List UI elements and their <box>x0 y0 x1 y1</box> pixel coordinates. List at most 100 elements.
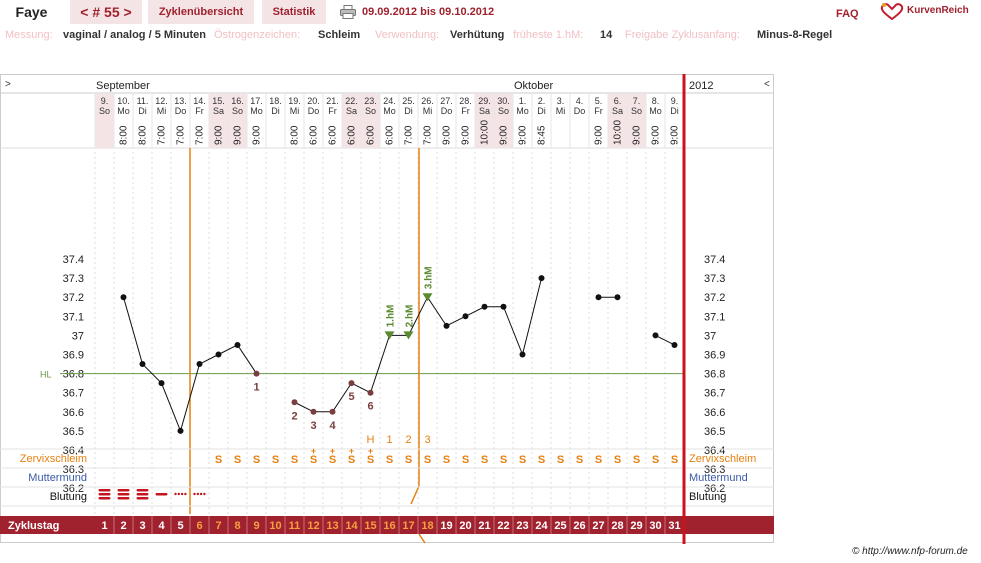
mucus-mark: S <box>557 454 564 466</box>
cycle-day-number: 18 <box>421 520 433 532</box>
cycle-navigator[interactable]: < # 55 > <box>70 0 142 24</box>
temperature-point <box>652 332 659 339</box>
cycle-day-number: 23 <box>516 520 528 532</box>
mucus-mark: S <box>329 454 336 466</box>
mucus-mark: S <box>272 454 279 466</box>
estrogen-label: Östrogenzeichen: <box>214 29 301 41</box>
usage-label: Verwendung: <box>375 29 440 41</box>
y-tick-label-right: 36.8 <box>704 369 725 381</box>
weekday-label: Mo <box>516 106 529 116</box>
cycle-day-number: 2 <box>120 520 126 532</box>
release-label: Freigabe Zyklusanfang: <box>625 29 740 41</box>
weekday-label: Fr <box>195 106 204 116</box>
day-number: 14. <box>193 96 206 106</box>
count-label: 3 <box>310 420 316 432</box>
measure-time: 8:00 <box>138 125 149 145</box>
weekday-label: So <box>365 106 376 116</box>
y-tick-label: 36.7 <box>63 388 84 400</box>
weekday-label: Sa <box>213 106 224 116</box>
bleeding-mark <box>193 492 196 496</box>
bleeding-mark <box>180 492 184 496</box>
y-tick-label: 36.4 <box>63 445 84 457</box>
measure-time: 9:00 <box>233 125 244 145</box>
bleeding-mark <box>98 493 111 496</box>
weekday-label: Sa <box>346 106 357 116</box>
temperature-point <box>139 361 146 368</box>
cycle-day-number: 9 <box>253 520 259 532</box>
weekday-label: Di <box>670 106 679 116</box>
measure-time: 7:00 <box>195 125 206 145</box>
day-number: 18. <box>269 96 282 106</box>
faq-link[interactable]: FAQ <box>836 8 859 20</box>
day-number: 12. <box>155 96 168 106</box>
cycle-day-number: 20 <box>459 520 471 532</box>
cycle-day-number: 5 <box>177 520 183 532</box>
temperature-point <box>215 351 222 358</box>
temperature-point <box>443 322 450 329</box>
temperature-point <box>595 294 602 301</box>
bleeding-mark <box>184 492 187 496</box>
bleeding-row-label-right: Blutung <box>689 491 726 503</box>
measure-time: 6:00 <box>309 125 320 145</box>
weekday-label: Mo <box>649 106 662 116</box>
weekday-label: Di <box>138 106 147 116</box>
y-tick-label: 37.1 <box>63 311 84 323</box>
y-tick-label: 36.3 <box>63 464 84 476</box>
measure-time: 9:00 <box>651 125 662 145</box>
mucus-mark: S <box>538 454 545 466</box>
count-label: 6 <box>367 401 373 413</box>
mucus-peak-label: 3 <box>424 434 430 446</box>
fertile-end-tail <box>418 533 426 544</box>
mucus-mark: S <box>253 454 260 466</box>
temperature-point <box>234 341 241 348</box>
y-tick-label: 36.8 <box>63 369 84 381</box>
temperature-point <box>120 294 127 301</box>
cycle-day-number: 8 <box>234 520 240 532</box>
y-tick-label: 37.4 <box>63 254 84 266</box>
day-number: 1. <box>519 96 527 106</box>
bleeding-mark <box>98 497 111 500</box>
temperature-point <box>196 361 203 368</box>
y-tick-label-right: 36.6 <box>704 407 725 419</box>
tab-statistics[interactable]: Statistik <box>262 0 326 24</box>
high-marker-label: 3.hM <box>424 266 435 289</box>
tab-cycle-overview[interactable]: Zyklenübersicht <box>148 0 254 24</box>
y-tick-label-right: 37.4 <box>704 254 725 266</box>
cycle-day-number: 4 <box>158 520 165 532</box>
cycle-day-number: 3 <box>139 520 145 532</box>
weekend-column <box>608 94 627 148</box>
measure-time: 9:00 <box>670 125 681 145</box>
chart-frame <box>0 74 774 543</box>
day-number: 9. <box>101 96 109 106</box>
temperature-point <box>329 408 336 415</box>
measure-time: 6:00 <box>366 125 377 145</box>
mucus-mark: S <box>424 454 431 466</box>
mucus-mark: S <box>462 454 469 466</box>
bleeding-mark <box>203 492 206 496</box>
mucus-plus: + <box>349 446 354 456</box>
day-number: 10. <box>117 96 130 106</box>
temperature-point <box>367 389 374 396</box>
weekday-label: Mo <box>117 106 130 116</box>
mucus-row-label-right: Zervixschleim <box>689 453 756 465</box>
weekday-label: So <box>99 106 110 116</box>
mucus-mark: S <box>500 454 507 466</box>
day-number: 9. <box>671 96 679 106</box>
cycle-day-number: 24 <box>535 520 548 532</box>
day-number: 2. <box>538 96 546 106</box>
day-number: 23. <box>364 96 377 106</box>
bleeding-mark <box>136 497 149 500</box>
y-tick-label-right: 36.2 <box>704 483 725 495</box>
weekday-label: Do <box>175 106 187 116</box>
cycle-day-number: 26 <box>573 520 585 532</box>
mucus-mark: S <box>633 454 640 466</box>
mucus-mark: S <box>519 454 526 466</box>
usage-value: Verhütung <box>450 29 505 41</box>
day-number: 29. <box>478 96 491 106</box>
print-icon[interactable] <box>340 5 356 19</box>
measure-time: 9:00 <box>518 125 529 145</box>
weekend-column <box>228 94 247 148</box>
day-number: 3. <box>557 96 565 106</box>
bleeding-mark <box>117 493 130 496</box>
weekday-label: Do <box>441 106 453 116</box>
